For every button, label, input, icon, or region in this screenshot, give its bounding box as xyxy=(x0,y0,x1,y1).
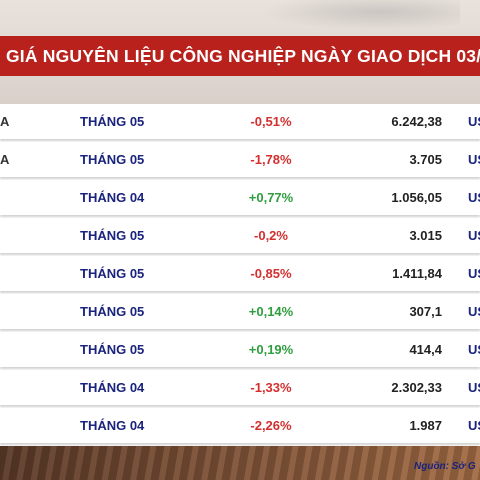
page-title: GIÁ NGUYÊN LIỆU CÔNG NGHIỆP NGÀY GIAO DỊ… xyxy=(6,46,480,66)
contract-month: THÁNG 05 xyxy=(80,342,145,357)
contract-month: THÁNG 05 xyxy=(80,266,145,281)
table-row: A THÁNG 05 -0,51% 6.242,38 US xyxy=(0,104,480,139)
change-percent: +0,14% xyxy=(248,304,294,319)
source-note: Nguồn: Sở G xyxy=(414,461,476,472)
price-table: A THÁNG 05 -0,51% 6.242,38 US A THÁNG 05… xyxy=(0,104,480,446)
commodity-name: A xyxy=(0,152,10,167)
commodity-name xyxy=(0,408,20,443)
change-percent: +0,77% xyxy=(248,190,294,205)
commodity-name xyxy=(0,256,20,291)
price-value: 1.987 xyxy=(409,418,442,433)
price-unit: US xyxy=(468,380,480,395)
contract-month: THÁNG 04 xyxy=(80,380,145,395)
price-unit: US xyxy=(468,152,480,167)
commodity-name xyxy=(0,218,20,253)
change-percent: -0,85% xyxy=(250,266,292,281)
price-unit: US xyxy=(468,418,480,433)
table-row: THÁNG 05 +0,14% 307,1 US xyxy=(0,294,480,329)
commodity-name xyxy=(0,370,20,405)
table-row: THÁNG 05 +0,19% 414,4 US xyxy=(0,332,480,367)
change-percent: +0,19% xyxy=(248,342,294,357)
contract-month: THÁNG 04 xyxy=(80,190,145,205)
contract-month: THÁNG 05 xyxy=(80,304,145,319)
commodity-name: A xyxy=(0,114,10,129)
commodity-name xyxy=(0,332,20,367)
price-value: 3.705 xyxy=(409,152,442,167)
table-row: THÁNG 05 -0,2% 3.015 US xyxy=(0,218,480,253)
change-percent: -2,26% xyxy=(250,418,292,433)
footer-background xyxy=(0,446,480,480)
contract-month: THÁNG 05 xyxy=(80,114,145,129)
price-value: 1.411,84 xyxy=(392,266,442,281)
change-percent: -1,78% xyxy=(250,152,292,167)
change-percent: -0,2% xyxy=(254,228,288,243)
table-row: A THÁNG 05 -1,78% 3.705 US xyxy=(0,142,480,177)
price-value: 1.056,05 xyxy=(391,190,442,205)
price-unit: US xyxy=(468,266,480,281)
table-row: THÁNG 04 -1,33% 2.302,33 US xyxy=(0,370,480,405)
contract-month: THÁNG 05 xyxy=(80,228,145,243)
price-value: 6.242,38 xyxy=(391,114,442,129)
contract-month: THÁNG 04 xyxy=(80,418,145,433)
table-row: THÁNG 05 -0,85% 1.411,84 US xyxy=(0,256,480,291)
commodity-name xyxy=(0,180,20,215)
title-bar: GIÁ NGUYÊN LIỆU CÔNG NGHIỆP NGÀY GIAO DỊ… xyxy=(0,36,480,76)
price-value: 2.302,33 xyxy=(391,380,442,395)
change-percent: -0,51% xyxy=(250,114,292,129)
price-value: 414,4 xyxy=(409,342,442,357)
price-value: 307,1 xyxy=(409,304,442,319)
contract-month: THÁNG 05 xyxy=(80,152,145,167)
table-row: THÁNG 04 +0,77% 1.056,05 US xyxy=(0,180,480,215)
price-value: 3.015 xyxy=(409,228,442,243)
commodity-name xyxy=(0,294,20,329)
table-row: THÁNG 04 -2,26% 1.987 US xyxy=(0,408,480,443)
price-unit: US xyxy=(468,228,480,243)
price-unit: US xyxy=(468,304,480,319)
price-unit: US xyxy=(468,114,480,129)
change-percent: -1,33% xyxy=(250,380,292,395)
price-unit: US xyxy=(468,190,480,205)
price-unit: US xyxy=(468,342,480,357)
